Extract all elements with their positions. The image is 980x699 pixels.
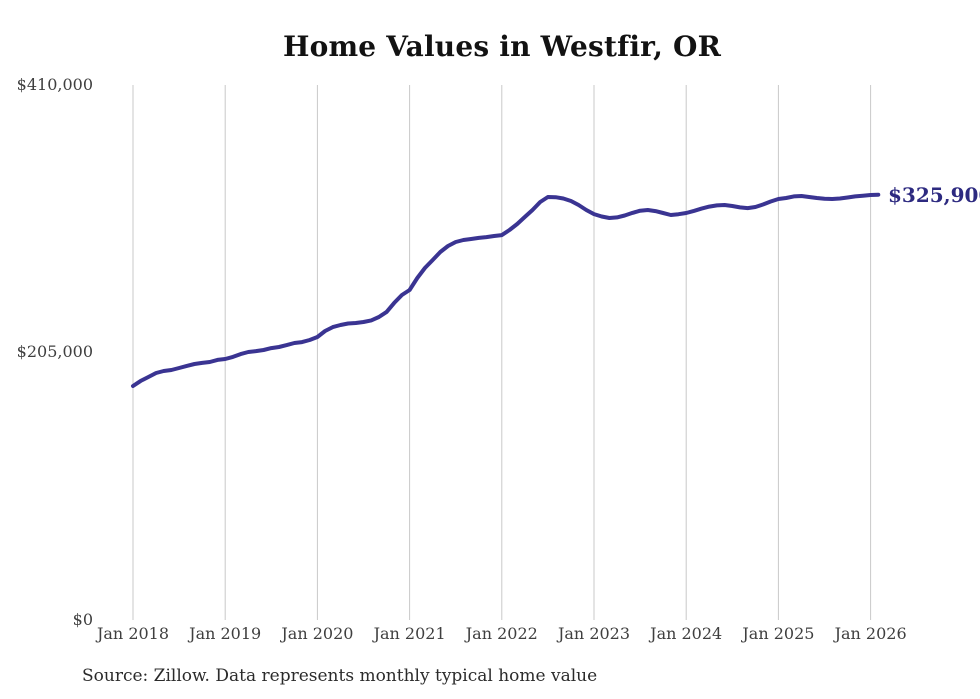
x-tick-label: Jan 2025 [742, 624, 815, 643]
y-tick-label: $205,000 [16, 342, 93, 361]
x-tick-label: Jan 2018 [96, 624, 170, 643]
x-tick-label: Jan 2021 [373, 624, 446, 643]
home-value-line [131, 192, 881, 388]
chart-title: Home Values in Westfir, OR [282, 30, 722, 63]
current-value-label: $325,900 [888, 182, 980, 207]
x-tick-label: Jan 2022 [465, 624, 538, 643]
x-tick-label: Jan 2024 [650, 624, 723, 643]
x-tick-label: Jan 2026 [834, 624, 907, 643]
x-tick-label: Jan 2023 [557, 624, 631, 643]
y-tick-label: $410,000 [16, 75, 93, 94]
y-tick-label: $0 [72, 610, 93, 629]
x-tick-label: Jan 2020 [281, 624, 354, 643]
source-note: Source: Zillow. Data represents monthly … [82, 666, 598, 686]
x-tick-label: Jan 2019 [189, 624, 262, 643]
